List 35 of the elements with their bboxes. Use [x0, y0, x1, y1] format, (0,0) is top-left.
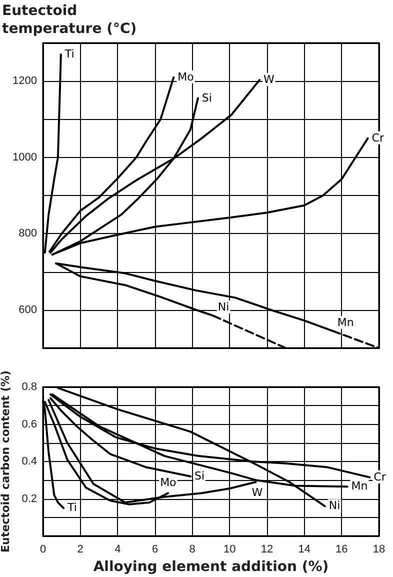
- x-tick-label: 10: [224, 544, 236, 556]
- y-tick-label: 600: [18, 304, 37, 316]
- series-label: Si: [202, 91, 212, 104]
- x-tick-label: 4: [114, 544, 121, 556]
- x-axis-title: Alloying element addition (%): [93, 559, 329, 575]
- x-tick-label: 12: [260, 544, 274, 556]
- series-label: Mn: [351, 480, 368, 493]
- y-tick-label: 800: [18, 228, 37, 240]
- series-label: W: [264, 72, 275, 86]
- series-label: Cr: [372, 131, 384, 144]
- y-tick-label: 1000: [12, 151, 37, 164]
- x-tick-label: 18: [372, 544, 386, 556]
- y-tick-label: 1200: [12, 75, 37, 88]
- series-label: Mo: [160, 476, 177, 490]
- series-label: Cr: [374, 470, 386, 484]
- y-tick-label: 0.2: [22, 492, 37, 505]
- x-tick-label: 8: [189, 544, 196, 556]
- y-tick-label: 0.8: [22, 381, 37, 393]
- x-tick-label: 2: [77, 544, 84, 556]
- y-axis-title: Eutectoid carbon content (%): [0, 370, 12, 552]
- series-label: Ti: [66, 501, 77, 514]
- y-tick-label: 0.6: [22, 418, 37, 430]
- x-tick-label: 6: [152, 544, 158, 556]
- series-label: Ti: [64, 47, 74, 60]
- y-axis-title: Eutectoid temperature (°C): [2, 2, 138, 38]
- series-label: W: [252, 486, 263, 499]
- series-label: Mo: [178, 70, 194, 84]
- x-tick-label: 14: [298, 544, 310, 556]
- y-tick-label: 0.4: [22, 456, 37, 468]
- series-label: Ni: [218, 300, 230, 314]
- x-tick-label: 16: [336, 544, 348, 556]
- series-label: Si: [194, 469, 205, 482]
- x-tick-label: 0: [40, 544, 46, 556]
- series-label: Mn: [337, 316, 354, 329]
- series-label: Ni: [328, 499, 340, 512]
